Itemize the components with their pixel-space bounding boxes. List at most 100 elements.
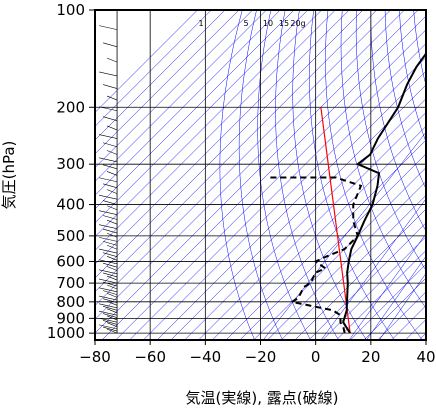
isotherm-line (267, 181, 426, 340)
isotherm-line (115, 29, 426, 340)
mixing-ratio-label: 15 (279, 19, 289, 28)
wind-barb (102, 326, 118, 332)
isotherm-line (363, 277, 426, 340)
isotherm-line (170, 84, 426, 340)
isotherm-line (95, 10, 391, 306)
wind-barbs (99, 10, 118, 334)
wind-barb (102, 183, 118, 189)
x-tick-label: 20 (361, 348, 380, 366)
isotherm-line (294, 208, 426, 340)
wind-barb (102, 241, 118, 246)
isotherm-line (95, 10, 322, 237)
parcel-curve (320, 107, 351, 334)
wind-barb (106, 293, 118, 298)
dry-adiabat-line (219, 10, 255, 340)
x-tick-label: 40 (416, 348, 435, 366)
temperature-line (342, 51, 426, 334)
isotherm-line (95, 10, 240, 155)
temperature-grid (95, 10, 426, 340)
x-tick-label: −40 (190, 348, 222, 366)
isotherm-line (95, 10, 336, 251)
wind-barb (106, 328, 118, 334)
isotherm-line (129, 43, 426, 340)
wind-barb (106, 308, 118, 314)
wind-barb (102, 281, 118, 287)
wind-barb (106, 171, 118, 176)
wind-barb (99, 25, 118, 30)
wind-barb (106, 189, 118, 194)
wind-barb (106, 150, 118, 155)
mixing-ratio-line (379, 272, 426, 340)
wind-barb (99, 317, 118, 323)
wind-barb (99, 248, 118, 254)
mixing-ratio-label: 5 (243, 19, 248, 28)
parcel-line (320, 107, 351, 334)
wind-barb (99, 259, 118, 265)
y-tick-label: 500 (56, 227, 85, 245)
wind-barb (102, 116, 118, 121)
y-tick-label: 700 (56, 274, 85, 292)
wind-barb (106, 266, 118, 271)
isotherm-line (95, 10, 212, 127)
wind-barb (99, 295, 118, 301)
isotherm-line (95, 10, 364, 279)
mixing-ratio-labels: 1 5 10 15 20g (198, 19, 305, 28)
wind-barb (106, 244, 118, 250)
wind-barb (102, 42, 118, 48)
wind-barb (102, 290, 118, 295)
dry-adiabat-line (428, 10, 436, 340)
isotherm-line (95, 10, 198, 113)
isotherm-line (156, 70, 426, 340)
dry-adiabat-line (309, 10, 395, 340)
dry-adiabat-line (340, 10, 426, 309)
wind-barb (102, 272, 118, 278)
wind-barb (102, 84, 118, 89)
dry-adiabat-line (384, 10, 426, 190)
x-tick-label: −20 (245, 348, 277, 366)
wind-barb (102, 142, 118, 148)
y-tick-label: 100 (56, 1, 85, 19)
isotherm-line (95, 10, 267, 182)
wind-barb (99, 157, 118, 163)
wind-barb (99, 210, 118, 215)
x-tick-labels: −80 −60 −40 −20 0 20 40 (79, 340, 436, 366)
isotherm-line (336, 250, 426, 340)
wind-barb (106, 284, 118, 290)
y-tick-label: 300 (56, 155, 85, 173)
wind-barb (99, 287, 118, 293)
wind-barb (106, 95, 118, 101)
y-tick-label: 600 (56, 252, 85, 270)
wind-barb (106, 125, 118, 131)
wind-barb (99, 224, 118, 229)
isotherm-line (184, 98, 426, 340)
wind-barb (102, 262, 118, 268)
mixing-ratio-label: 1 (198, 19, 203, 28)
x-tick-label: −60 (134, 348, 166, 366)
wind-barb (99, 278, 118, 284)
x-tick-label: 0 (311, 348, 321, 366)
x-axis-label: 気温(実線), 露点(破線) (186, 389, 339, 407)
isotherm-line (198, 112, 426, 340)
wind-barb (99, 269, 118, 275)
isotherm-line (212, 125, 426, 340)
isotherm-line (350, 263, 426, 340)
y-tick-label: 200 (56, 98, 85, 116)
y-tick-label: 900 (56, 309, 85, 327)
wind-barb (106, 219, 118, 225)
wind-barb (99, 324, 118, 330)
wind-barb (99, 71, 118, 77)
x-tick-label: −80 (79, 348, 111, 366)
wind-barb (106, 322, 118, 327)
wind-barb (106, 256, 118, 261)
wind-barb (102, 298, 118, 303)
isotherm-line (95, 10, 295, 210)
wind-barb (106, 205, 118, 211)
isotherm-line (281, 194, 426, 340)
wind-barb (106, 275, 118, 281)
wind-barb (102, 215, 118, 220)
y-tick-label: 1000 (47, 324, 85, 342)
mixing-ratio-line (348, 233, 426, 340)
wind-barb (102, 164, 118, 170)
